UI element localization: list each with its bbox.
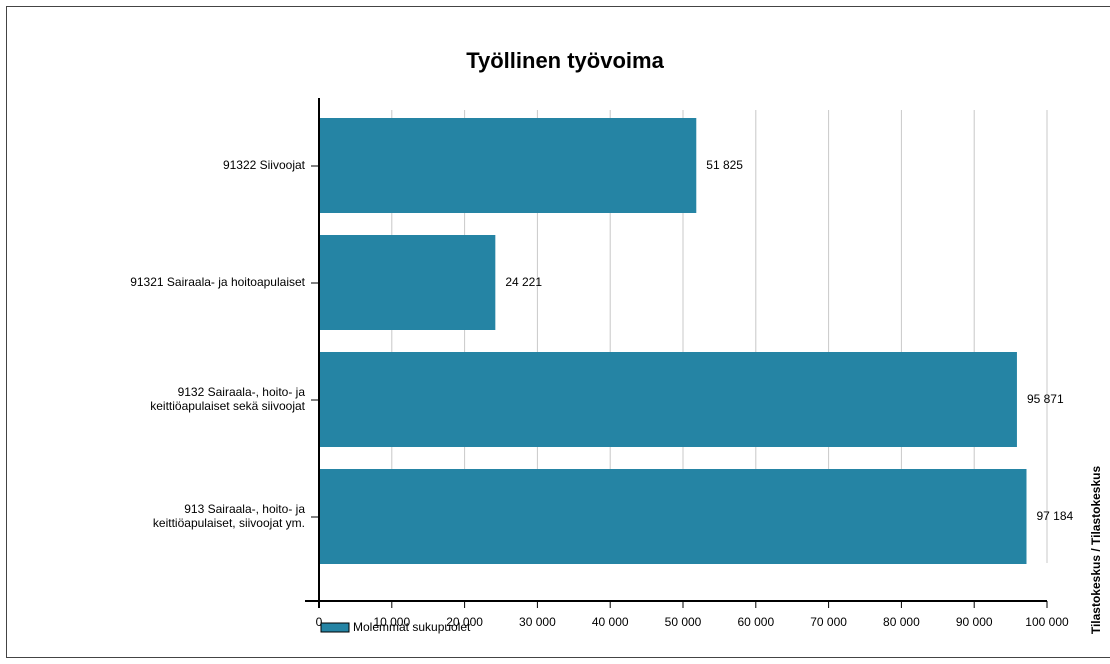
- x-tick-label: 40 000: [592, 615, 629, 629]
- y-tick-label: 91321 Sairaala- ja hoitoapulaiset: [130, 275, 305, 289]
- x-tick-label: 30 000: [519, 615, 556, 629]
- legend-label: Molemmat sukupuolet: [353, 620, 471, 634]
- x-tick-label: 10 000: [373, 615, 410, 629]
- bar: [319, 352, 1017, 447]
- x-tick-label: 100 000: [1025, 615, 1069, 629]
- value-label: 51 825: [706, 158, 743, 172]
- x-tick-label: 50 000: [665, 615, 702, 629]
- x-tick-label: 80 000: [883, 615, 920, 629]
- y-tick-label-line: keittiöapulaiset, siivoojat ym.: [153, 516, 305, 530]
- x-tick-label: 0: [316, 615, 323, 629]
- chart-title: Työllinen työvoima: [466, 48, 664, 73]
- y-tick-label-line: keittiöapulaiset sekä siivoojat: [150, 399, 305, 413]
- y-tick-label-line: 91321 Sairaala- ja hoitoapulaiset: [130, 275, 305, 289]
- y-tick-label-line: 91322 Siivoojat: [223, 158, 306, 172]
- x-tick-label: 90 000: [956, 615, 993, 629]
- value-label: 24 221: [505, 275, 542, 289]
- y-tick-label: 91322 Siivoojat: [223, 158, 306, 172]
- y-tick-label-line: 913 Sairaala-, hoito- ja: [184, 502, 305, 516]
- y-tick-label: 9132 Sairaala-, hoito- ja keittiöapulaise…: [150, 385, 305, 413]
- y-tick-label-line: 9132 Sairaala-, hoito- ja: [178, 385, 306, 399]
- source: Tilastokeskus / Tilastokeskus: [1089, 466, 1103, 635]
- value-label: 95 871: [1027, 392, 1064, 406]
- bar: [319, 118, 697, 213]
- bar: [319, 235, 496, 330]
- x-tick-label: 20 000: [446, 615, 483, 629]
- y-tick-label: 913 Sairaala-, hoito- ja keittiöapulaiset…: [153, 502, 305, 530]
- x-tick-label: 60 000: [737, 615, 774, 629]
- value-label: 97 184: [1036, 509, 1073, 523]
- legend-swatch: [320, 622, 350, 633]
- x-tick-label: 70 000: [810, 615, 847, 629]
- bar: [319, 469, 1027, 564]
